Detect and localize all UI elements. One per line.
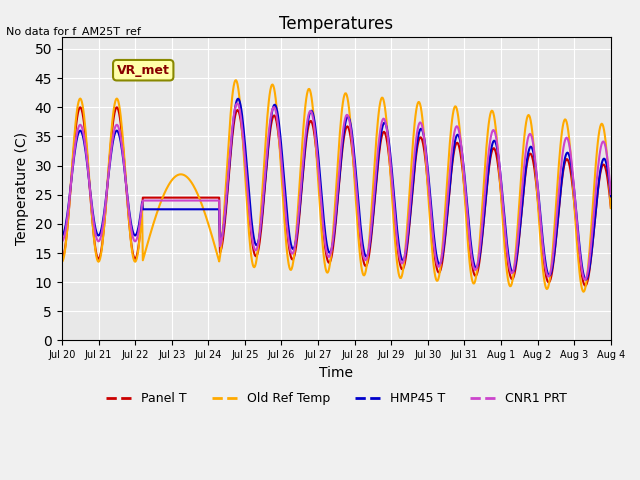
CNR1 PRT (58, 239, 66, 244)
Line: Old Ref Temp: Old Ref Temp (62, 80, 611, 292)
HMP45 T (420, 133, 428, 139)
CNR1 PRT (234, 100, 241, 106)
CNR1 PRT (180, 198, 188, 204)
Old Ref Temp (420, 130, 428, 136)
X-axis label: Time: Time (319, 366, 353, 380)
Panel T (420, 145, 428, 151)
Panel T (181, 195, 189, 201)
HMP45 T (68, 173, 76, 179)
Old Ref Temp (580, 289, 588, 295)
Old Ref Temp (232, 77, 240, 83)
CNR1 PRT (125, 204, 132, 209)
Panel T (68, 170, 76, 176)
HMP45 T (209, 206, 217, 212)
Y-axis label: Temperature (C): Temperature (C) (15, 132, 29, 245)
Legend: Panel T, Old Ref Temp, HMP45 T, CNR1 PRT: Panel T, Old Ref Temp, HMP45 T, CNR1 PRT (101, 387, 572, 410)
CNR1 PRT (68, 172, 76, 178)
Panel T (76, 105, 84, 110)
Old Ref Temp (404, 215, 412, 221)
Old Ref Temp (180, 172, 188, 178)
CNR1 PRT (209, 198, 217, 204)
CNR1 PRT (581, 277, 589, 283)
CNR1 PRT (404, 228, 412, 234)
Panel T (582, 283, 589, 288)
Panel T (58, 256, 66, 262)
Title: Temperatures: Temperatures (279, 15, 394, 33)
HMP45 T (404, 235, 412, 241)
Panel T (404, 239, 412, 245)
Line: CNR1 PRT: CNR1 PRT (62, 103, 611, 280)
Old Ref Temp (607, 205, 614, 211)
Text: No data for f_AM25T_ref: No data for f_AM25T_ref (6, 25, 141, 36)
Text: VR_met: VR_met (117, 64, 170, 77)
HMP45 T (125, 201, 132, 207)
Panel T (125, 219, 133, 225)
Panel T (210, 195, 218, 201)
CNR1 PRT (420, 132, 428, 138)
Line: HMP45 T: HMP45 T (62, 99, 611, 279)
HMP45 T (58, 233, 66, 239)
Panel T (607, 205, 614, 211)
HMP45 T (234, 96, 242, 102)
HMP45 T (607, 193, 614, 199)
Old Ref Temp (58, 259, 66, 264)
Old Ref Temp (209, 237, 217, 243)
Line: Panel T: Panel T (62, 108, 611, 286)
CNR1 PRT (607, 191, 614, 197)
HMP45 T (180, 206, 188, 212)
Old Ref Temp (68, 167, 76, 172)
Old Ref Temp (125, 210, 132, 216)
HMP45 T (582, 276, 589, 282)
